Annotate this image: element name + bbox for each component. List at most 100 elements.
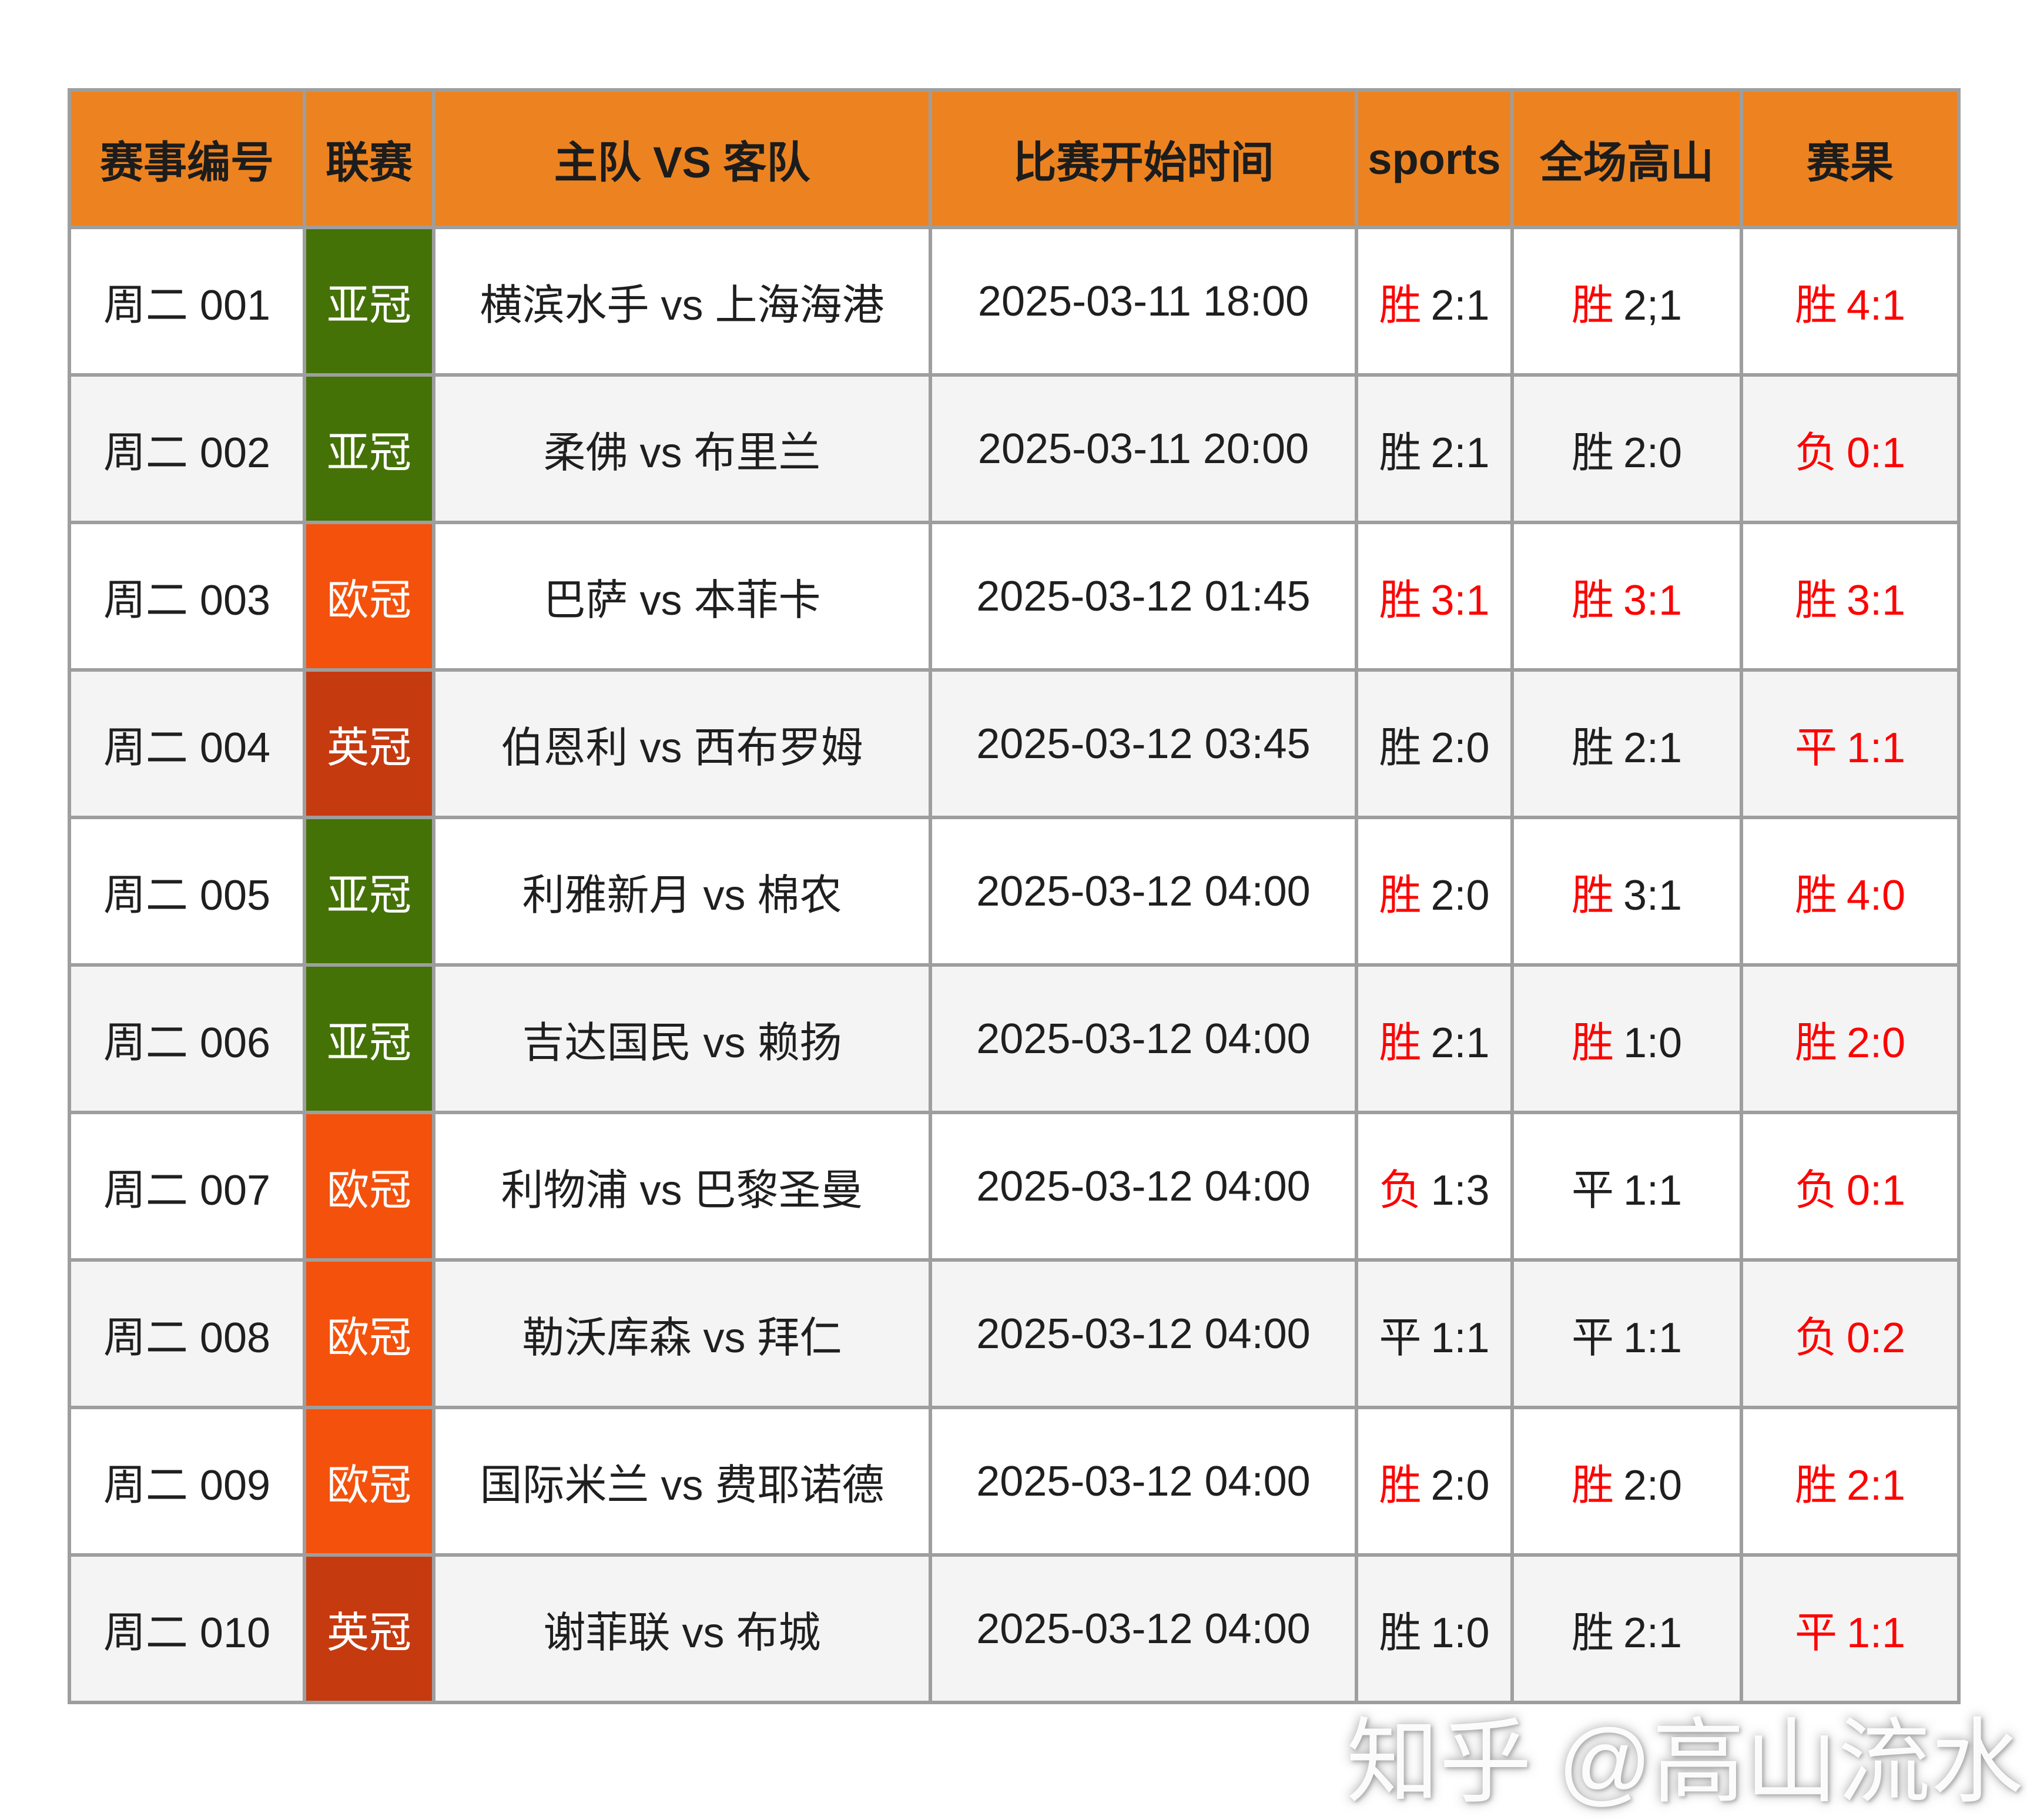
table-row: 周二 004 英冠 伯恩利 vs 西布罗姆 2025-03-12 03:45 胜… xyxy=(68,668,1961,819)
teams: 勒沃库森 vs 拜仁 xyxy=(432,1258,932,1409)
gaoshan-prediction: 胜 2:0 xyxy=(1510,1406,1743,1557)
final-result: 负 0:1 xyxy=(1740,1111,1961,1262)
sports-score: 1:3 xyxy=(1430,1167,1490,1214)
sports-score: 2:1 xyxy=(1430,282,1490,329)
gaoshan-score: 1:1 xyxy=(1623,1315,1683,1362)
gaoshan-score: 1:0 xyxy=(1623,1020,1683,1067)
league-badge: 欧冠 xyxy=(303,1406,435,1557)
start-time: 2025-03-11 18:00 xyxy=(929,226,1358,377)
table-row: 周二 007 欧冠 利物浦 vs 巴黎圣曼 2025-03-12 04:00 负… xyxy=(68,1111,1961,1262)
sports-score: 2:0 xyxy=(1430,725,1490,772)
match-id: 周二 005 xyxy=(68,816,306,967)
table-row: 周二 003 欧冠 巴萨 vs 本菲卡 2025-03-12 01:45 胜 3:… xyxy=(68,521,1961,672)
col-header-teams: 主队 VS 客队 xyxy=(432,88,932,229)
sports-outcome: 负 xyxy=(1379,1167,1422,1214)
gaoshan-prediction: 平 1:1 xyxy=(1510,1111,1743,1262)
start-time: 2025-03-12 04:00 xyxy=(929,1111,1358,1262)
gaoshan-outcome: 胜 xyxy=(1571,1462,1614,1509)
league-badge: 英冠 xyxy=(303,668,435,819)
result-score: 0:1 xyxy=(1846,1167,1906,1214)
start-time: 2025-03-12 01:45 xyxy=(929,521,1358,672)
col-header-result: 赛果 xyxy=(1740,88,1961,229)
final-result: 胜 3:1 xyxy=(1740,521,1961,672)
gaoshan-prediction: 胜 2:1 xyxy=(1510,668,1743,819)
gaoshan-outcome: 胜 xyxy=(1571,577,1614,624)
final-result: 负 0:2 xyxy=(1740,1258,1961,1409)
gaoshan-score: 3:1 xyxy=(1623,577,1683,624)
sports-outcome: 胜 xyxy=(1379,430,1422,477)
result-outcome: 胜 xyxy=(1794,1462,1837,1509)
match-table-wrap: 赛事编号 联赛 主队 VS 客队 比赛开始时间 sports 全场高山 赛果 周… xyxy=(68,88,1961,1704)
sports-outcome: 胜 xyxy=(1379,1020,1422,1067)
gaoshan-prediction: 胜 3:1 xyxy=(1510,816,1743,967)
sports-outcome: 胜 xyxy=(1379,282,1422,329)
league-badge: 欧冠 xyxy=(303,1111,435,1262)
result-outcome: 胜 xyxy=(1794,1020,1837,1067)
start-time: 2025-03-12 04:00 xyxy=(929,1553,1358,1704)
table-header: 赛事编号 联赛 主队 VS 客队 比赛开始时间 sports 全场高山 赛果 xyxy=(68,88,1961,229)
start-time: 2025-03-12 04:00 xyxy=(929,816,1358,967)
sports-score: 2:1 xyxy=(1430,430,1490,477)
teams: 巴萨 vs 本菲卡 xyxy=(432,521,932,672)
final-result: 胜 4:1 xyxy=(1740,226,1961,377)
gaoshan-outcome: 胜 xyxy=(1571,1610,1614,1657)
result-outcome: 平 xyxy=(1794,725,1837,772)
gaoshan-outcome: 胜 xyxy=(1571,430,1614,477)
sports-prediction: 胜 2:0 xyxy=(1355,668,1514,819)
gaoshan-score: 2:1 xyxy=(1623,725,1683,772)
gaoshan-outcome: 平 xyxy=(1571,1315,1614,1362)
gaoshan-prediction: 平 1:1 xyxy=(1510,1258,1743,1409)
start-time: 2025-03-12 04:00 xyxy=(929,1258,1358,1409)
sports-prediction: 胜 1:0 xyxy=(1355,1553,1514,1704)
result-outcome: 胜 xyxy=(1794,872,1837,919)
table-row: 周二 002 亚冠 柔佛 vs 布里兰 2025-03-11 20:00 胜 2:… xyxy=(68,373,1961,524)
sports-prediction: 负 1:3 xyxy=(1355,1111,1514,1262)
start-time: 2025-03-12 03:45 xyxy=(929,668,1358,819)
teams: 利雅新月 vs 棉农 xyxy=(432,816,932,967)
final-result: 平 1:1 xyxy=(1740,668,1961,819)
league-badge: 亚冠 xyxy=(303,963,435,1114)
result-outcome: 负 xyxy=(1794,1315,1837,1362)
gaoshan-outcome: 平 xyxy=(1571,1167,1614,1214)
teams: 柔佛 vs 布里兰 xyxy=(432,373,932,524)
header-row: 赛事编号 联赛 主队 VS 客队 比赛开始时间 sports 全场高山 赛果 xyxy=(68,88,1961,229)
final-result: 胜 4:0 xyxy=(1740,816,1961,967)
gaoshan-outcome: 胜 xyxy=(1571,872,1614,919)
sports-outcome: 胜 xyxy=(1379,725,1422,772)
final-result: 胜 2:1 xyxy=(1740,1406,1961,1557)
sports-prediction: 胜 2:1 xyxy=(1355,373,1514,524)
match-id: 周二 009 xyxy=(68,1406,306,1557)
sports-score: 2:0 xyxy=(1430,872,1490,919)
result-outcome: 胜 xyxy=(1794,282,1837,329)
gaoshan-outcome: 胜 xyxy=(1571,1020,1614,1067)
col-header-sports: sports xyxy=(1355,88,1514,229)
final-result: 负 0:1 xyxy=(1740,373,1961,524)
result-score: 2:0 xyxy=(1846,1020,1906,1067)
final-result: 平 1:1 xyxy=(1740,1553,1961,1704)
sports-prediction: 胜 2:1 xyxy=(1355,963,1514,1114)
col-header-match-id: 赛事编号 xyxy=(68,88,306,229)
sports-outcome: 胜 xyxy=(1379,1610,1422,1657)
result-score: 2:1 xyxy=(1846,1462,1906,1509)
teams: 伯恩利 vs 西布罗姆 xyxy=(432,668,932,819)
match-prediction-table: 赛事编号 联赛 主队 VS 客队 比赛开始时间 sports 全场高山 赛果 周… xyxy=(68,88,1961,1704)
gaoshan-prediction: 胜 3:1 xyxy=(1510,521,1743,672)
gaoshan-score: 3:1 xyxy=(1623,872,1683,919)
sports-score: 3:1 xyxy=(1430,577,1490,624)
match-id: 周二 003 xyxy=(68,521,306,672)
watermark: 知乎 @高山流水 xyxy=(1346,1711,2023,1814)
gaoshan-prediction: 胜 2:1 xyxy=(1510,1553,1743,1704)
final-result: 胜 2:0 xyxy=(1740,963,1961,1114)
sports-prediction: 胜 3:1 xyxy=(1355,521,1514,672)
col-header-start-time: 比赛开始时间 xyxy=(929,88,1358,229)
table-row: 周二 009 欧冠 国际米兰 vs 费耶诺德 2025-03-12 04:00 … xyxy=(68,1406,1961,1557)
teams: 横滨水手 vs 上海海港 xyxy=(432,226,932,377)
match-id: 周二 006 xyxy=(68,963,306,1114)
result-score: 4:0 xyxy=(1846,872,1906,919)
league-badge: 亚冠 xyxy=(303,373,435,524)
sports-prediction: 胜 2:1 xyxy=(1355,226,1514,377)
